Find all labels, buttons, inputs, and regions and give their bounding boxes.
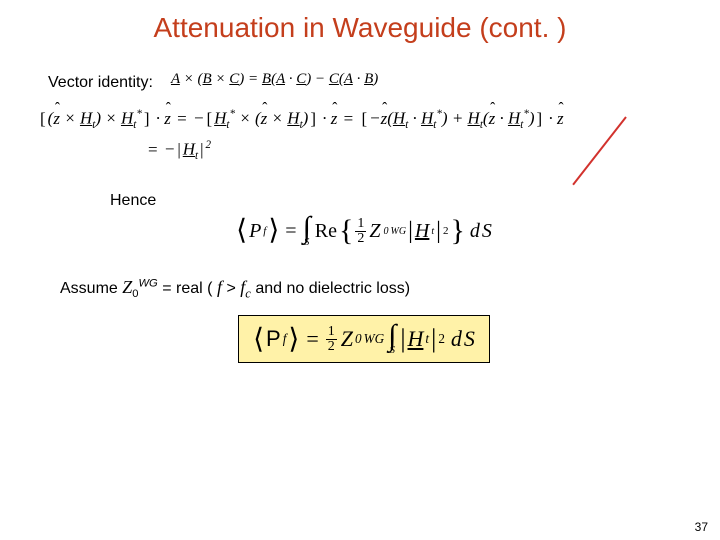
- power-flow-integral: ⟨Pf⟩ = ∫S Re { 12 Z0WG |Ht|2 } dS: [48, 216, 680, 247]
- vector-identity-row: Vector identity: A × (B × C) = B(A · C) …: [48, 60, 680, 98]
- slide-body: Vector identity: A × (B × C) = B(A · C) …: [0, 52, 720, 363]
- boxed-result: ⟨Pf⟩ = 12 Z0WG ∫S |Ht|2 dS: [48, 315, 680, 363]
- derivation-line-1: [(z × Ht) × Ht*] · z = −[Ht* × (z × Ht)]…: [38, 108, 680, 131]
- assume-f: f: [212, 277, 226, 297]
- assume-gt: >: [226, 280, 240, 297]
- assume-prefix: Assume: [60, 280, 122, 297]
- cross-product-derivation: [(z × Ht) × Ht*] · z = −[Ht* × (z × Ht)]…: [38, 108, 680, 162]
- assume-suffix: and no dielectric loss): [251, 280, 410, 297]
- vector-identity-label: Vector identity:: [48, 74, 153, 92]
- page-number: 37: [695, 520, 708, 534]
- assumption-text: Assume Z0WG = real ( f > fc and no diele…: [60, 277, 680, 302]
- hence-label: Hence: [110, 192, 680, 210]
- vector-identity-equation: A × (B × C) = B(A · C) − C(A · B): [171, 71, 378, 88]
- slide-title: Attenuation in Waveguide (cont. ): [0, 0, 720, 52]
- assume-mid: = real (: [158, 280, 213, 297]
